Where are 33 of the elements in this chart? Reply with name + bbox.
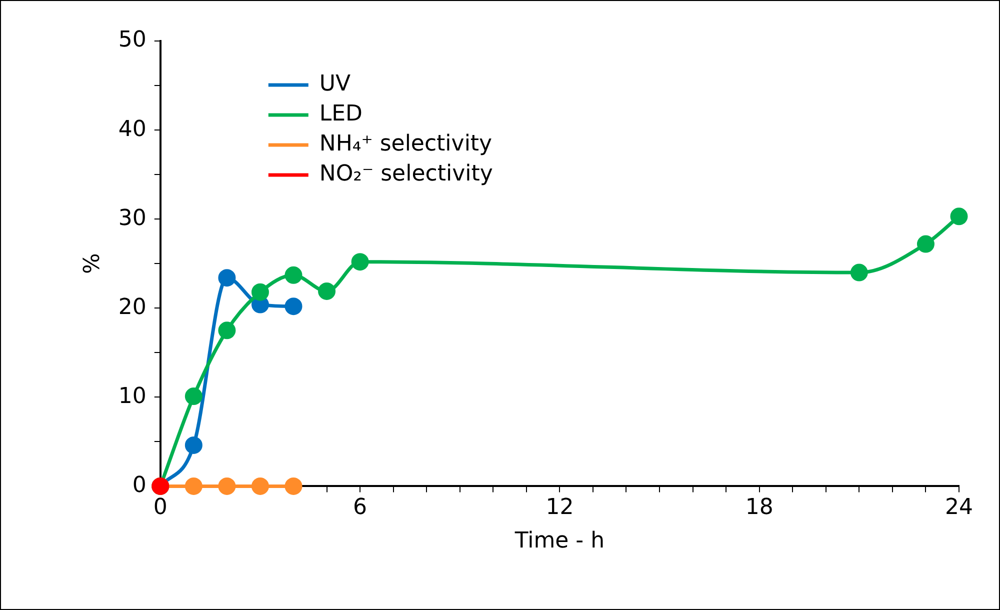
point [218, 269, 236, 287]
legend-label: NH₄⁺ selectivity [319, 132, 492, 157]
point [218, 322, 236, 340]
x-tick-label: 18 [745, 495, 774, 520]
legend-label: UV [319, 72, 351, 97]
point [284, 266, 302, 284]
point [184, 477, 202, 495]
point [284, 298, 302, 316]
point [218, 477, 236, 495]
x-tick-label: 6 [353, 495, 368, 520]
point [916, 235, 934, 253]
legend-label: LED [319, 102, 363, 127]
point [351, 253, 369, 271]
legend-label: NO₂⁻ selectivity [319, 162, 493, 187]
point [284, 477, 302, 495]
point [251, 283, 269, 301]
point [184, 436, 202, 454]
point [950, 208, 968, 226]
x-tick-label: 0 [153, 495, 168, 520]
y-tick-label: 10 [118, 384, 146, 409]
point [184, 388, 202, 406]
x-axis-title: Time - h [514, 528, 605, 554]
point [251, 477, 269, 495]
y-axis-title: % [80, 253, 105, 274]
y-tick-label: 40 [118, 116, 146, 142]
point [318, 282, 336, 300]
y-tick-label: 20 [118, 294, 146, 320]
x-tick-label: 12 [546, 495, 574, 520]
x-tick-label: 24 [945, 495, 973, 520]
y-tick-label: 50 [118, 28, 146, 53]
y-tick-label: 0 [132, 472, 146, 498]
point [850, 264, 868, 282]
y-tick-label: 30 [118, 206, 146, 231]
